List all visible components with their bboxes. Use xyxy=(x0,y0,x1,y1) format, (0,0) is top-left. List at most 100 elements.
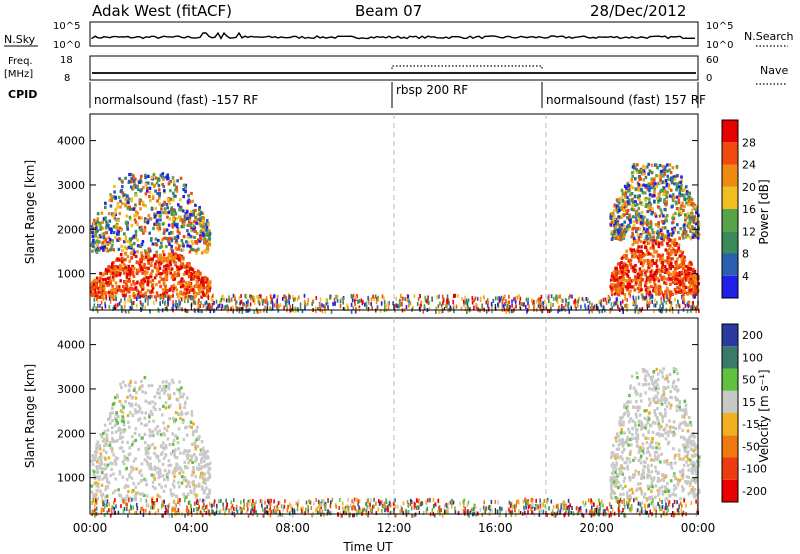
range-gate-cell xyxy=(146,443,150,448)
range-gate-cell xyxy=(318,303,321,308)
range-gate-cell xyxy=(163,426,166,430)
range-gate-cell xyxy=(164,275,168,279)
range-gate-cell xyxy=(405,305,408,309)
range-gate-cell xyxy=(131,413,135,417)
range-gate-cell xyxy=(194,293,196,298)
range-gate-cell xyxy=(191,480,194,484)
range-gate-cell xyxy=(116,257,119,261)
range-gate-cell xyxy=(670,300,673,305)
range-gate-cell xyxy=(689,458,692,462)
range-gate-cell xyxy=(681,279,684,283)
range-gate-cell xyxy=(650,285,653,289)
range-gate-cell xyxy=(106,222,109,226)
range-gate-cell xyxy=(584,303,586,308)
range-gate-cell xyxy=(162,292,165,296)
range-gate-cell xyxy=(91,230,94,235)
range-gate-cell xyxy=(169,492,173,496)
range-gate-cell xyxy=(424,295,427,300)
range-gate-cell xyxy=(167,256,170,260)
range-gate-cell xyxy=(644,204,648,208)
range-gate-cell xyxy=(191,433,195,437)
range-gate-cell xyxy=(640,472,644,476)
range-gate-cell xyxy=(105,283,109,287)
range-gate-cell xyxy=(123,296,126,301)
range-gate-cell xyxy=(117,232,120,236)
freq-tick-top: 18 xyxy=(60,55,73,66)
range-gate-cell xyxy=(684,264,687,269)
range-gate-cell xyxy=(647,286,651,290)
range-gate-cell xyxy=(245,293,248,298)
range-gate-cell xyxy=(639,456,642,460)
range-gate-cell xyxy=(628,213,631,217)
range-gate-cell xyxy=(156,454,160,458)
range-gate-cell xyxy=(199,224,203,228)
range-gate-cell xyxy=(103,429,107,434)
range-gate-cell xyxy=(658,412,662,416)
range-gate-cell xyxy=(552,303,554,307)
range-gate-cell xyxy=(636,279,639,283)
range-gate-cell xyxy=(114,288,117,292)
range-gate-cell xyxy=(170,378,174,382)
range-gate-cell xyxy=(376,297,378,301)
range-gate-cell xyxy=(118,399,122,403)
range-gate-cell xyxy=(144,272,147,276)
range-gate-cell xyxy=(107,481,111,485)
range-gate-cell xyxy=(258,301,261,306)
range-gate-cell xyxy=(166,238,170,242)
range-gate-cell xyxy=(156,470,159,475)
range-gate-cell xyxy=(179,292,182,296)
range-gate-cell xyxy=(647,162,650,167)
range-gate-cell xyxy=(169,189,172,193)
range-gate-cell xyxy=(201,276,204,280)
range-gate-cell xyxy=(162,456,166,461)
range-gate-cell xyxy=(621,415,624,419)
range-gate-cell xyxy=(662,174,665,178)
range-gate-cell xyxy=(691,486,695,490)
range-gate-cell xyxy=(185,484,188,489)
range-gate-cell xyxy=(117,237,121,241)
range-gate-cell xyxy=(652,247,655,251)
range-gate-cell xyxy=(631,231,634,235)
range-gate-cell xyxy=(642,426,645,430)
range-gate-cell xyxy=(657,174,660,178)
range-gate-cell xyxy=(96,307,98,312)
range-gate-cell xyxy=(687,450,690,454)
range-gate-cell xyxy=(185,240,188,244)
range-gate-cell xyxy=(96,298,99,303)
range-gate-cell xyxy=(140,292,143,296)
range-gate-cell xyxy=(198,475,202,480)
range-gate-cell xyxy=(166,475,169,479)
range-gate-cell xyxy=(649,262,653,266)
range-gate-cell xyxy=(679,422,682,426)
range-gate-cell xyxy=(129,306,132,310)
range-gate-cell xyxy=(395,303,397,308)
range-gate-cell xyxy=(637,214,640,219)
range-gate-cell xyxy=(126,206,130,211)
range-gate-cell xyxy=(127,197,131,201)
range-gate-cell xyxy=(662,302,664,307)
range-gate-cell xyxy=(648,453,652,457)
range-gate-cell xyxy=(118,493,121,497)
velocity-data-layer xyxy=(90,367,701,518)
range-gate-cell xyxy=(619,228,622,232)
range-gate-cell xyxy=(136,288,139,293)
range-gate-cell xyxy=(191,442,194,446)
range-gate-cell xyxy=(156,494,160,498)
range-gate-cell xyxy=(96,236,100,240)
range-gate-cell xyxy=(648,259,652,263)
range-gate-cell xyxy=(672,273,675,277)
range-gate-cell xyxy=(199,460,203,464)
range-gate-cell xyxy=(173,277,177,281)
range-gate-cell xyxy=(200,228,203,232)
range-gate-cell xyxy=(172,392,176,396)
range-gate-cell xyxy=(137,491,140,495)
range-gate-cell xyxy=(182,272,186,276)
range-gate-cell xyxy=(637,283,641,287)
range-gate-cell xyxy=(163,207,167,211)
range-gate-cell xyxy=(95,239,98,243)
range-gate-cell xyxy=(99,452,103,456)
range-gate-cell xyxy=(662,269,666,273)
range-gate-cell xyxy=(556,300,559,305)
range-gate-cell xyxy=(668,168,671,172)
range-gate-cell xyxy=(121,415,124,419)
